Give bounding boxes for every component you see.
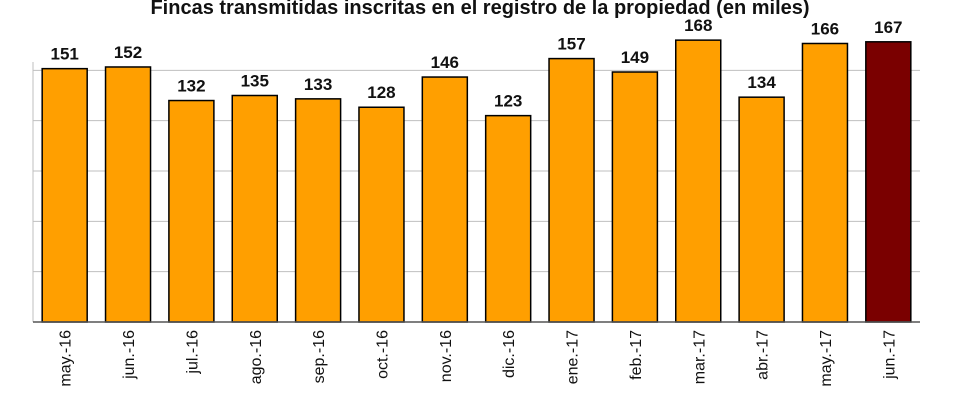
bar-ene.-17 (548, 57, 595, 323)
x-tick-label: sep.-16 (311, 330, 328, 383)
bar-jul.-16 (168, 99, 215, 323)
x-tick-label: abr.-17 (755, 330, 772, 380)
x-tick-label: oct.-16 (374, 330, 391, 379)
x-tick-label: dic.-16 (501, 330, 518, 378)
data-label: 134 (747, 73, 776, 92)
bar-ago.-16 (231, 94, 278, 323)
data-label: 128 (367, 83, 395, 102)
x-tick-label: feb.-17 (628, 330, 645, 380)
x-tick-label: may.-16 (58, 330, 75, 387)
bar-feb.-17 (611, 71, 659, 323)
bar-may.-16 (41, 67, 88, 323)
data-label: 151 (50, 45, 78, 64)
data-label: 166 (811, 19, 839, 38)
bar-nov.-16 (421, 76, 469, 323)
chart-title: Fincas transmitidas inscritas en el regi… (150, 0, 810, 19)
x-tick-label: ene.-17 (565, 330, 582, 384)
x-tick-label: mar.-17 (691, 330, 708, 384)
data-label: 149 (621, 48, 649, 67)
data-label: 132 (177, 77, 205, 96)
x-tick-label: ago.-16 (248, 330, 265, 384)
bar-jun.-16 (104, 66, 152, 323)
data-label: 133 (304, 75, 332, 94)
data-label: 123 (494, 92, 522, 111)
x-tick-label: jun.-17 (881, 330, 898, 380)
data-label: 157 (557, 35, 585, 54)
data-label: 168 (684, 16, 712, 35)
x-tick-label: jun.-16 (121, 330, 138, 380)
bar-oct.-16 (358, 106, 405, 323)
x-tick-label: may.-17 (818, 330, 835, 387)
data-label: 146 (431, 53, 459, 72)
bar-mar.-17 (675, 39, 722, 323)
bar-sep.-16 (294, 98, 342, 323)
bar-may.-17 (801, 42, 849, 323)
bar-dic.-16 (484, 114, 532, 323)
bar-abr.-17 (738, 96, 785, 323)
x-tick-label: jul.-16 (184, 330, 201, 375)
bar-jun.-17 (865, 41, 912, 323)
data-label: 167 (874, 18, 902, 37)
data-label: 135 (241, 72, 269, 91)
data-label: 152 (114, 43, 142, 62)
x-tick-label: nov.-16 (438, 330, 455, 382)
